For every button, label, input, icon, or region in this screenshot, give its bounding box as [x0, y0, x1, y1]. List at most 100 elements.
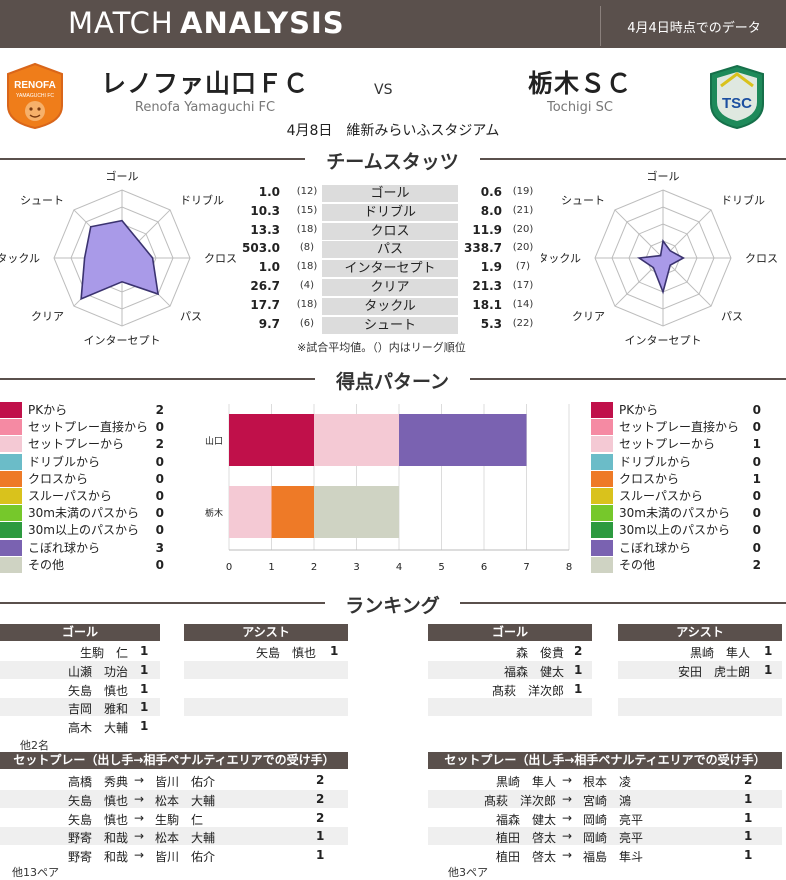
player-count: 1: [140, 700, 149, 715]
legend-label: こぼれ球から: [28, 540, 101, 555]
legend-swatch: [591, 419, 613, 436]
legend-swatch: [0, 556, 22, 573]
ranking-row: 高木 大輔 1: [0, 717, 160, 735]
player-name: 矢島 慎也: [67, 683, 128, 698]
setplay-to: 岡崎 亮平: [583, 831, 644, 846]
setplay-arrow: →: [134, 791, 145, 806]
bar-segment: [271, 486, 314, 538]
away-stat-value: 21.3: [472, 279, 502, 293]
home-radar-shape: [80, 219, 160, 301]
legend-label: クロスから: [28, 471, 89, 486]
home-stat-value: 1.0: [258, 185, 280, 199]
legend-value: 0: [752, 540, 761, 555]
legend-label: その他: [28, 557, 65, 572]
setplay-to: 皆川 佑介: [155, 850, 216, 865]
away-radar-spoke-7: [614, 209, 664, 259]
home-stat-value: 17.7: [250, 297, 280, 312]
bar-segment: [314, 414, 399, 466]
setplay-arrow: →: [562, 848, 573, 863]
ranking-empty-row: [184, 660, 348, 679]
setplay-arrow: →: [134, 773, 145, 787]
home-radar-axis-label: タックル: [0, 252, 40, 265]
player-name: 安田 虎士朗: [677, 664, 750, 679]
legend-value: 0: [155, 420, 164, 435]
bar-segment: [314, 486, 399, 538]
legend-swatch: [0, 539, 22, 556]
away-stat-rank: (20): [512, 223, 534, 235]
away-team-name: 栃木ＳＣ: [527, 69, 632, 98]
setplay-to: 松本 大輔: [155, 831, 216, 846]
away-radar-axis-label: クロス: [745, 252, 778, 265]
bar-segment: [229, 414, 314, 466]
x-tick-label: 8: [566, 562, 572, 573]
bar-segment: [399, 414, 527, 466]
legend-swatch: [0, 522, 22, 539]
versus-label: VS: [374, 82, 393, 98]
stat-label: タックル: [322, 297, 458, 315]
setplay-row: 矢島 慎也 → 生駒 仁 2: [0, 809, 348, 827]
legend-label: スルーパスから: [619, 489, 703, 503]
player-name: 生駒 仁: [79, 646, 128, 660]
player-name: 山瀬 功治: [67, 664, 128, 679]
setplay-row: 野寄 和哉 → 松本 大輔 1: [0, 827, 348, 846]
stats-footnote: ※試合平均値。（）内はリーグ順位: [297, 341, 466, 354]
player-count: 1: [140, 662, 149, 677]
setplay-to: 福島 隼斗: [583, 850, 644, 865]
x-tick-label: 7: [523, 562, 529, 573]
home-stat-rank: (18): [296, 223, 318, 235]
ranking-row: 矢島 慎也 1: [184, 642, 348, 660]
home-stat-value: 1.0: [258, 260, 280, 275]
legend-label: 30m以上のパスから: [619, 523, 730, 538]
setplay-from: 黒崎 隼人: [495, 775, 556, 789]
setplay-row: 高橋 秀典 → 皆川 佑介 2: [0, 771, 348, 789]
player-name: 髙萩 洋次郎: [491, 683, 564, 698]
team-stats-title: チームスタッツ: [305, 147, 480, 174]
away-radar-shape: [636, 238, 686, 295]
player-name: 矢島 慎也: [255, 646, 316, 660]
stat-label: シュート: [322, 316, 458, 334]
stat-label: ゴール: [322, 185, 458, 202]
home-assist-ranking-header: アシスト: [184, 624, 348, 641]
setplay-count: 1: [744, 810, 753, 825]
ranking-row: 黒崎 隼人 1: [618, 642, 782, 660]
stat-label: ドリブル: [322, 203, 458, 221]
legend-swatch: [591, 556, 613, 573]
legend-label: 30m未満のパスから: [28, 506, 139, 521]
setplay-count: 1: [744, 791, 753, 806]
home-stat-rank: (18): [296, 298, 318, 310]
away-radar-spoke-1: [662, 209, 712, 259]
legend-label: 30m以上のパスから: [28, 523, 139, 538]
away-stat-rank: (22): [512, 317, 534, 329]
home-radar-axis-label: クリア: [31, 310, 64, 323]
legend-value: 2: [752, 557, 761, 572]
setplay-to: 松本 大輔: [155, 793, 216, 808]
legend-value: 0: [752, 489, 761, 503]
legend-swatch: [591, 539, 613, 556]
setplay-row: 植田 啓太 → 福島 隼斗 1: [428, 846, 782, 864]
svg-text:TSC: TSC: [722, 95, 752, 112]
legend-value: 0: [155, 506, 164, 521]
away-stat-value: 18.1: [472, 297, 502, 312]
setplay-from: 髙萩 洋次郎: [483, 793, 556, 808]
legend-swatch: [0, 402, 22, 418]
ranking-row: 髙萩 洋次郎 1: [428, 680, 592, 698]
ranking-row: 吉岡 雅和 1: [0, 698, 160, 717]
legend-swatch: [0, 436, 22, 453]
setplay-arrow: →: [562, 810, 573, 825]
home-goals-more: 他2名: [20, 739, 49, 752]
ranking-row: 生駒 仁 1: [0, 642, 160, 660]
home-stat-value: 503.0: [242, 241, 280, 256]
setplay-count: 2: [316, 810, 325, 825]
away-stat-rank: (7): [515, 261, 531, 273]
legend-swatch: [591, 402, 613, 418]
home-radar-axis-label: パス: [180, 310, 202, 323]
away-radar-spoke-3: [662, 257, 712, 307]
goal-pattern-title: 得点パターン: [315, 367, 470, 394]
ranking-row: 森 俊貴 2: [428, 642, 592, 660]
legend-value: 1: [752, 437, 761, 452]
setplay-arrow: →: [134, 848, 145, 863]
legend-value: 2: [155, 437, 164, 452]
away-stat-rank: (19): [512, 186, 534, 197]
home-radar-axis-label: シュート: [20, 194, 64, 207]
